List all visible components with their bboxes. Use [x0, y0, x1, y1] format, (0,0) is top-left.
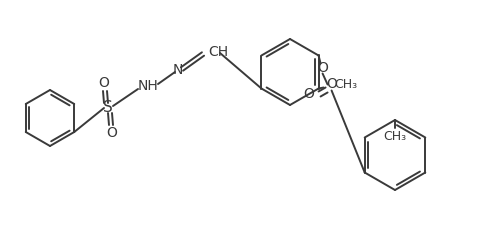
Text: NH: NH	[138, 79, 158, 93]
Text: O: O	[317, 61, 328, 76]
Text: S: S	[103, 101, 113, 115]
Text: CH₃: CH₃	[384, 130, 407, 143]
Text: N: N	[173, 63, 183, 77]
Text: O: O	[326, 77, 338, 92]
Text: O: O	[106, 126, 118, 140]
Text: CH: CH	[208, 45, 228, 59]
Text: CH₃: CH₃	[335, 78, 358, 91]
Text: O: O	[303, 88, 314, 101]
Text: O: O	[98, 76, 109, 90]
